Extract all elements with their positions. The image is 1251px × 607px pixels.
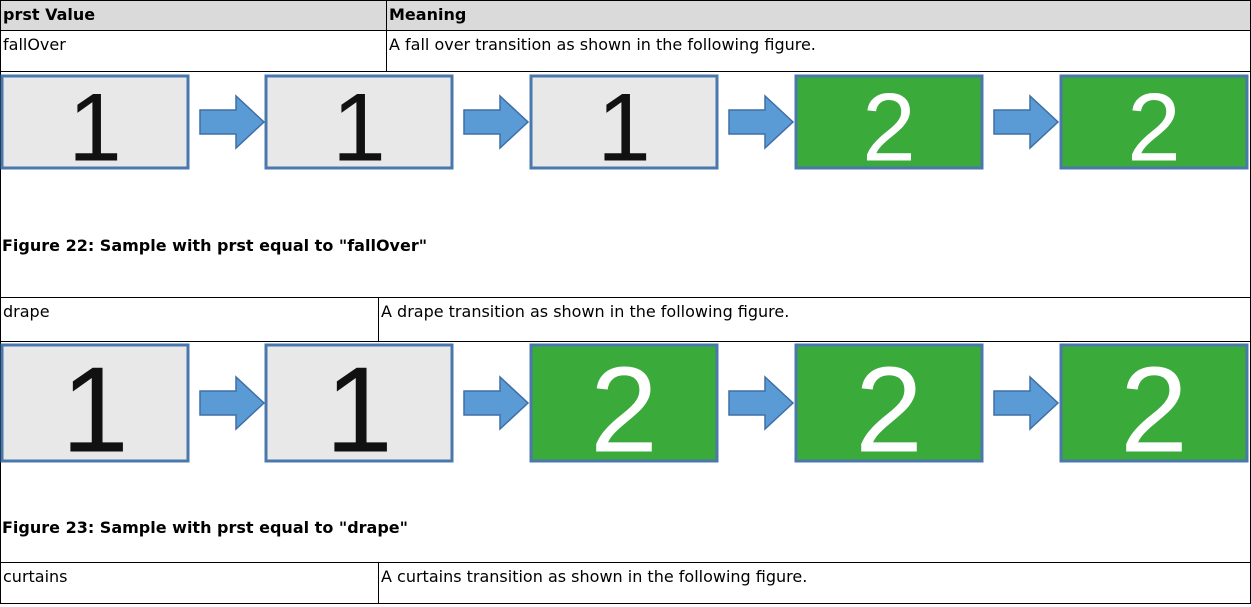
frame-digit: 2	[1120, 343, 1188, 463]
frame	[794, 343, 984, 463]
frame-digit: 1	[597, 75, 651, 170]
meaning-cell: A fall over transition as shown in the f…	[386, 30, 1251, 72]
value-cell: fallOver	[0, 30, 387, 72]
header-cell: prst Value	[0, 0, 387, 31]
frame-digit: 2	[1127, 75, 1181, 170]
arrow	[463, 94, 530, 150]
frame	[529, 74, 719, 170]
figure: 1 1 2 2 2	[0, 343, 1249, 463]
figure: 1 1 1 2 2	[0, 74, 1249, 170]
frame-digit: 2	[855, 343, 923, 463]
frame-digit: 1	[68, 75, 122, 170]
frame-digit: 1	[61, 343, 129, 463]
frame-digit: 2	[590, 343, 658, 463]
arrow	[199, 375, 266, 431]
frame	[264, 343, 454, 463]
frame	[1059, 74, 1249, 170]
value-cell: curtains	[0, 562, 379, 604]
arrow	[728, 94, 795, 150]
frame	[0, 343, 190, 463]
frame	[264, 74, 454, 170]
frame-digit: 2	[862, 75, 916, 170]
frame-digit: 1	[325, 343, 393, 463]
arrow	[199, 94, 266, 150]
meaning-cell: A curtains transition as shown in the fo…	[378, 562, 1251, 604]
figure-caption: Figure 23: Sample with prst equal to "dr…	[2, 518, 408, 537]
frame	[1059, 343, 1249, 463]
value-cell: drape	[0, 297, 379, 342]
arrow	[993, 375, 1060, 431]
figure-caption: Figure 22: Sample with prst equal to "fa…	[2, 236, 428, 255]
arrow	[463, 375, 530, 431]
arrow	[728, 375, 795, 431]
arrow	[993, 94, 1060, 150]
frame	[529, 343, 719, 463]
header-cell: Meaning	[386, 0, 1251, 31]
frame	[794, 74, 984, 170]
frame	[0, 74, 190, 170]
meaning-cell: A drape transition as shown in the follo…	[378, 297, 1251, 342]
frame-digit: 1	[332, 75, 386, 170]
